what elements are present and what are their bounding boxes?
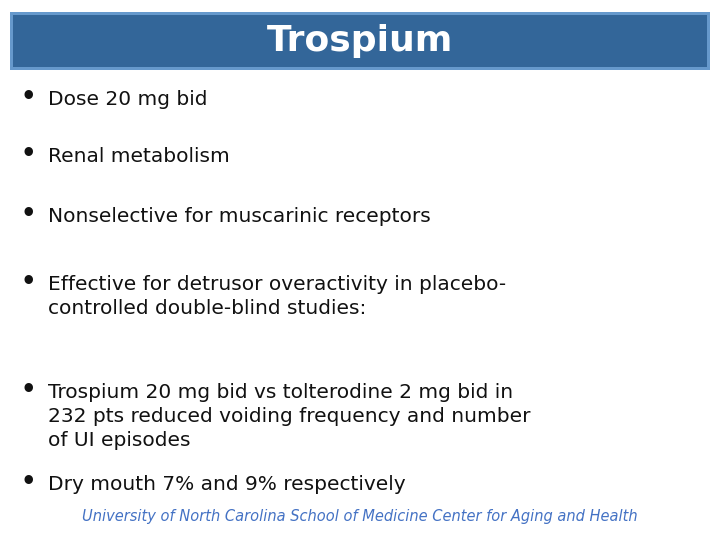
Text: University of North Carolina School of Medicine Center for Aging and Health: University of North Carolina School of M… bbox=[82, 509, 638, 524]
Bar bbox=[13, 15, 707, 67]
Text: •: • bbox=[20, 201, 36, 226]
Text: Renal metabolism: Renal metabolism bbox=[48, 147, 230, 166]
Text: 232 pts reduced voiding frequency and number: 232 pts reduced voiding frequency and nu… bbox=[48, 407, 531, 426]
Text: Effective for detrusor overactivity in placebo-: Effective for detrusor overactivity in p… bbox=[48, 275, 506, 294]
Bar bbox=[10, 12, 710, 70]
Text: •: • bbox=[20, 470, 36, 494]
Text: •: • bbox=[20, 85, 36, 109]
Text: •: • bbox=[20, 269, 36, 294]
Text: Dose 20 mg bid: Dose 20 mg bid bbox=[48, 90, 207, 109]
Text: controlled double-blind studies:: controlled double-blind studies: bbox=[48, 299, 366, 318]
Text: Trospium 20 mg bid vs tolterodine 2 mg bid in: Trospium 20 mg bid vs tolterodine 2 mg b… bbox=[48, 383, 513, 402]
Text: Nonselective for muscarinic receptors: Nonselective for muscarinic receptors bbox=[48, 207, 431, 226]
Text: Trospium: Trospium bbox=[267, 24, 453, 58]
Text: Dry mouth 7% and 9% respectively: Dry mouth 7% and 9% respectively bbox=[48, 475, 405, 494]
Text: •: • bbox=[20, 141, 36, 166]
Text: •: • bbox=[20, 377, 36, 402]
Text: of UI episodes: of UI episodes bbox=[48, 430, 191, 449]
